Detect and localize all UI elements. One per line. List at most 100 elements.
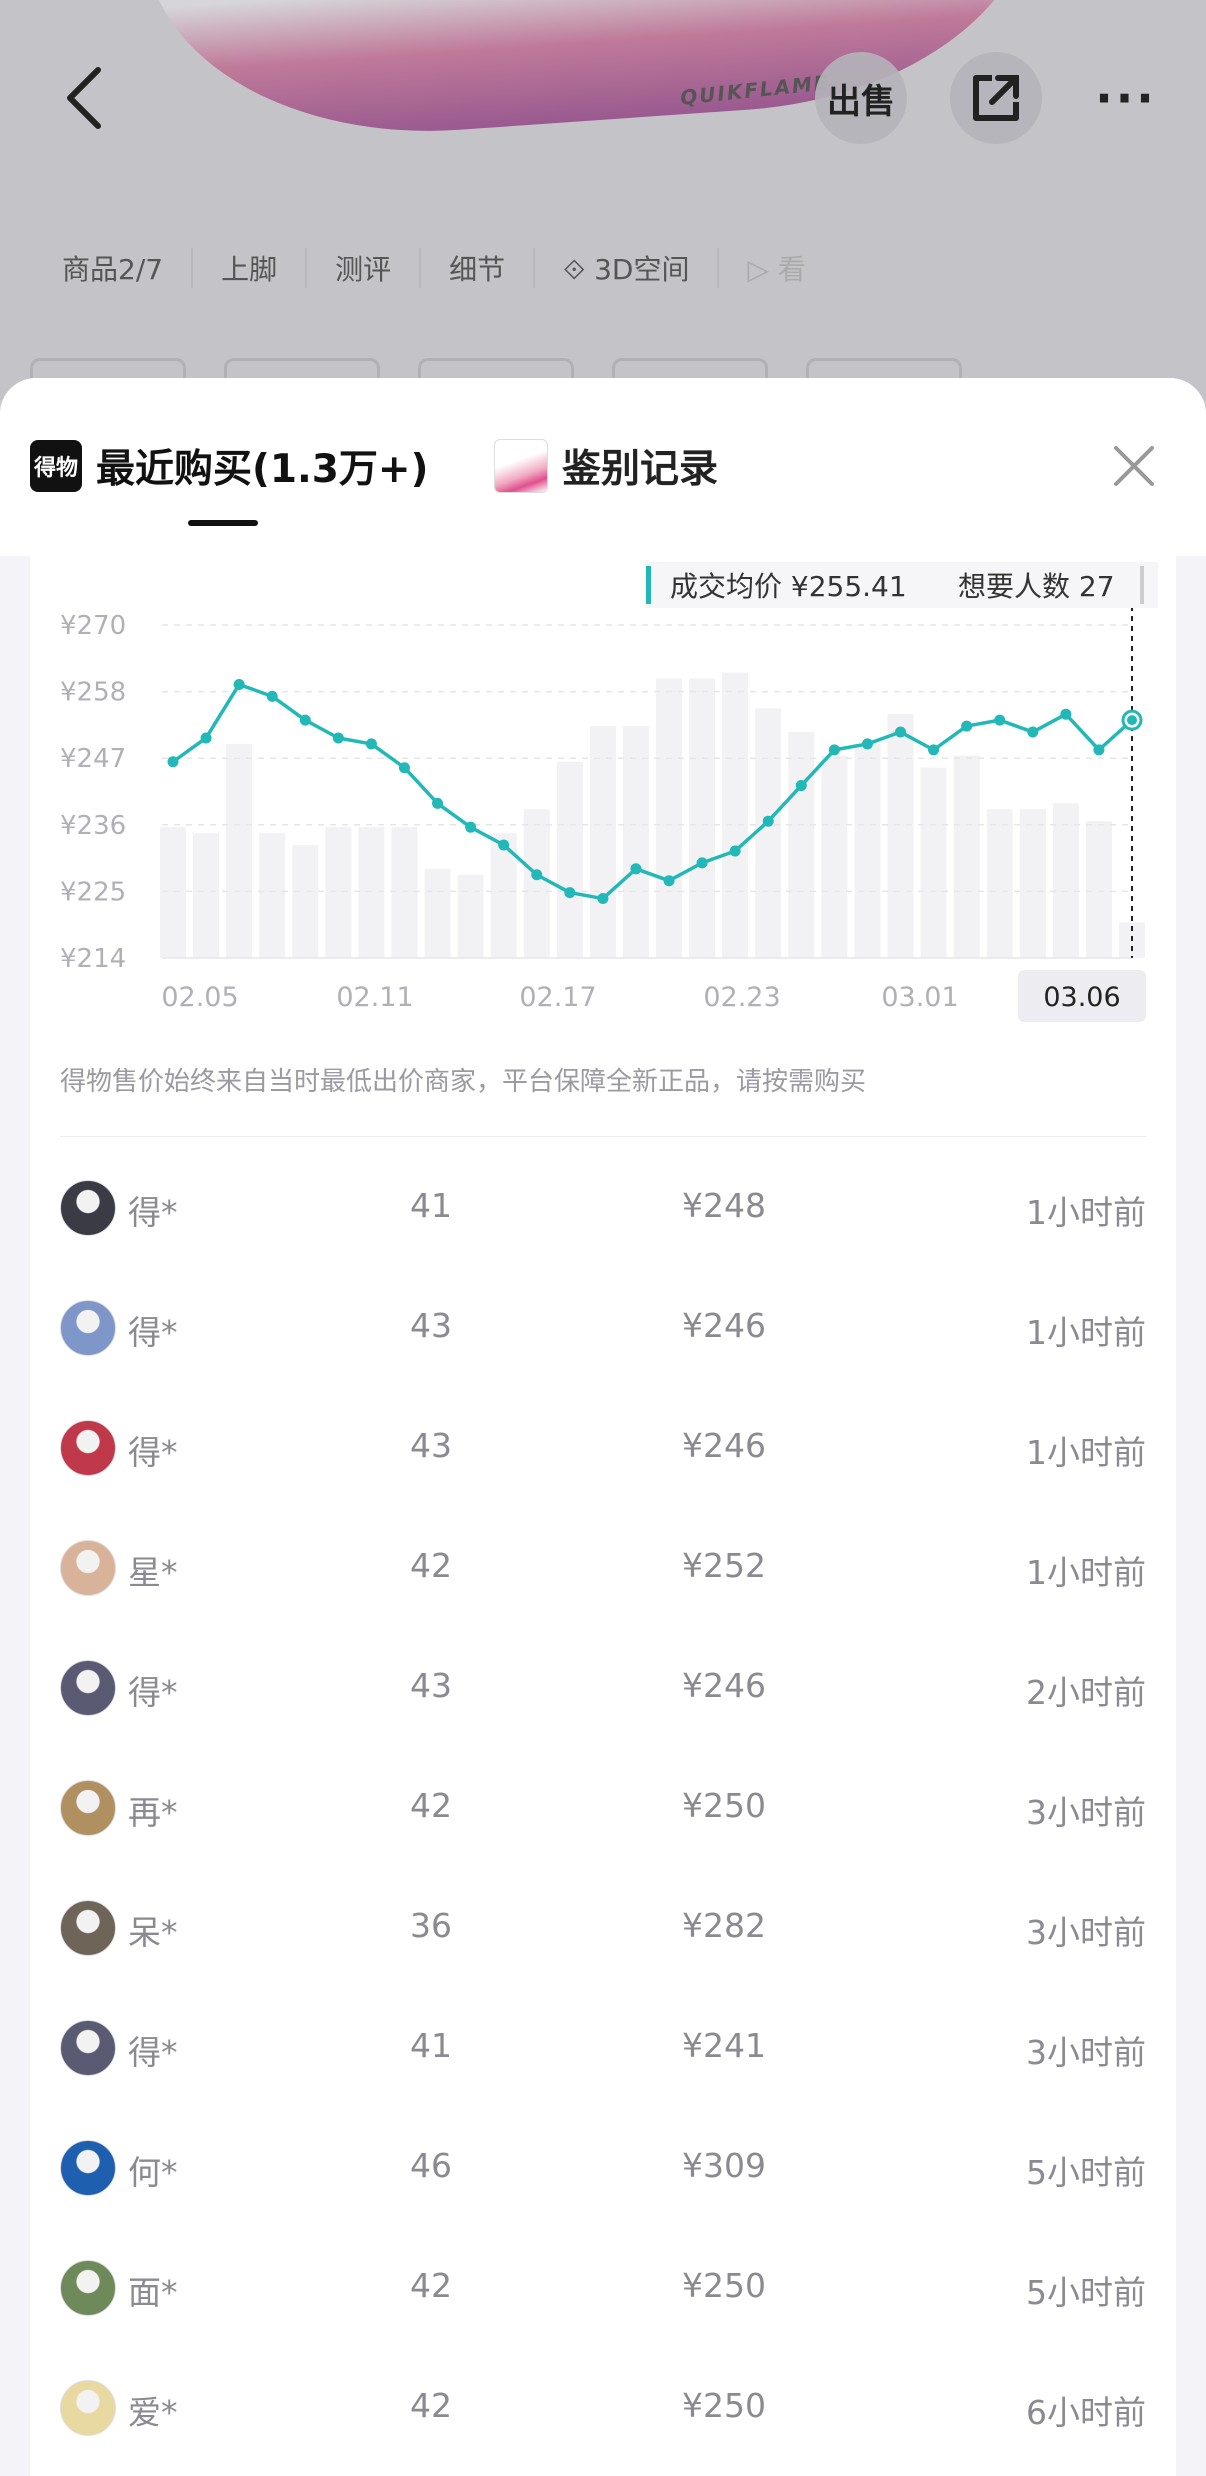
shoe-size: 43 xyxy=(410,1426,452,1465)
volume-bar xyxy=(160,827,186,958)
purchase-records-list: 得* 41 ¥248 1小时前 得* 43 ¥246 1小时前 得* 43 ¥246 1小时前 星* 42… xyxy=(30,1148,1176,2468)
price-point xyxy=(365,738,377,750)
y-tick-label: ¥236 xyxy=(60,811,126,841)
price-point xyxy=(630,863,642,875)
buyer-name: 得* xyxy=(128,1673,178,1712)
deal-price: ¥282 xyxy=(682,1906,766,1945)
y-tick-label: ¥214 xyxy=(60,944,126,974)
volume-bar xyxy=(854,743,881,958)
tab-recent-purchases[interactable]: 得物 最近购买(1.3万+) xyxy=(30,438,428,494)
buyer-name: 得* xyxy=(128,1433,178,1472)
tooltip-want-count: 想要人数 27 xyxy=(958,570,1115,603)
price-point xyxy=(1027,726,1039,738)
media-tab-product[interactable]: 商品2/7 xyxy=(62,253,164,286)
price-point xyxy=(895,726,907,738)
share-icon xyxy=(973,75,1019,121)
shoe-size: 42 xyxy=(410,2266,452,2305)
volume-bar xyxy=(788,732,815,958)
x-tick-label-selected: 03.06 xyxy=(1043,982,1120,1013)
volume-bar xyxy=(821,755,848,958)
more-button[interactable]: ··· xyxy=(1080,52,1172,144)
volume-bar xyxy=(755,708,782,958)
deal-price: ¥246 xyxy=(682,1306,766,1345)
product-backdrop: QUIKFLAME 出售 ··· 商品2/7 上脚 测评 细节 ⟐ 3D空间 ▷… xyxy=(0,0,1206,400)
buyer-name: 再* xyxy=(128,1793,178,1832)
price-point xyxy=(597,893,609,905)
buyer-name: 星* xyxy=(128,1553,178,1592)
dewu-logo-icon: 得物 xyxy=(30,440,82,492)
shoe-thumbnail-icon xyxy=(494,439,548,493)
back-button[interactable] xyxy=(38,52,130,144)
active-tab-indicator xyxy=(188,520,258,526)
purchase-record-row: 爱* 42 ¥250 6小时前 xyxy=(30,2348,1176,2468)
sheet-header: 得物 最近购买(1.3万+) 鉴别记录 xyxy=(0,378,1206,556)
media-tab-wear[interactable]: 上脚 xyxy=(191,248,305,288)
divider xyxy=(60,1136,1146,1137)
user-avatar xyxy=(60,1900,116,1956)
shoe-size: 46 xyxy=(410,2146,452,2185)
volume-bar xyxy=(1085,821,1112,958)
buyer-name: 面* xyxy=(128,2273,178,2312)
deal-time: 6小时前 xyxy=(1026,2393,1146,2432)
tab-authentication-records[interactable]: 鉴别记录 xyxy=(494,438,718,494)
price-point xyxy=(696,857,708,869)
product-image xyxy=(142,0,1048,151)
price-point xyxy=(961,720,973,732)
shoe-size: 42 xyxy=(410,1786,452,1825)
purchase-record-row: 何* 46 ¥309 5小时前 xyxy=(30,2108,1176,2228)
price-point xyxy=(332,732,344,744)
y-tick-label: ¥247 xyxy=(60,744,126,774)
deal-time: 1小时前 xyxy=(1026,1313,1146,1352)
price-trend-chart: ¥270 ¥258 ¥247 ¥236 ¥225 ¥214 02.05 02.11 02.17 0… xyxy=(60,562,1158,1022)
volume-bar xyxy=(193,833,220,958)
media-tab-detail[interactable]: 细节 xyxy=(419,248,533,288)
volume-bar xyxy=(556,761,583,958)
media-tab-video[interactable]: ▷ 看 xyxy=(717,248,833,288)
volume-bar xyxy=(986,809,1013,958)
user-avatar xyxy=(60,1660,116,1716)
purchase-record-row: 得* 43 ¥246 1小时前 xyxy=(30,1388,1176,1508)
volume-bar xyxy=(589,726,616,958)
price-point xyxy=(498,839,510,851)
shoe-size: 41 xyxy=(410,1186,452,1225)
sell-button[interactable]: 出售 xyxy=(815,52,907,144)
tooltip-edge xyxy=(1140,566,1144,604)
purchase-record-row: 得* 41 ¥241 3小时前 xyxy=(30,1988,1176,2108)
purchase-record-row: 得* 41 ¥248 1小时前 xyxy=(30,1148,1176,1268)
purchase-record-row: 面* 42 ¥250 5小时前 xyxy=(30,2228,1176,2348)
price-point xyxy=(233,678,245,690)
volume-bar xyxy=(226,743,253,958)
volume-bar xyxy=(391,827,418,958)
close-button[interactable] xyxy=(1110,442,1158,490)
user-avatar xyxy=(60,1180,116,1236)
more-dots-icon: ··· xyxy=(1095,71,1157,125)
deal-time: 1小时前 xyxy=(1026,1193,1146,1232)
y-tick-label: ¥225 xyxy=(60,877,126,907)
price-point xyxy=(299,714,311,726)
volume-bar xyxy=(689,678,716,958)
buyer-name: 得* xyxy=(128,1313,178,1352)
share-button[interactable] xyxy=(950,52,1042,144)
volume-bar xyxy=(953,755,980,958)
volume-bar xyxy=(622,726,649,958)
volume-bar xyxy=(358,827,385,958)
volume-bar xyxy=(1052,803,1079,958)
volume-bar xyxy=(424,868,451,958)
media-tab-3d[interactable]: ⟐ 3D空间 xyxy=(533,248,717,288)
user-avatar xyxy=(60,2380,116,2436)
deal-price: ¥241 xyxy=(682,2026,766,2065)
deal-price: ¥250 xyxy=(682,2266,766,2305)
price-disclaimer: 得物售价始终来自当时最低出价商家，平台保障全新正品，请按需购买 xyxy=(60,1067,867,1097)
user-avatar xyxy=(60,1540,116,1596)
y-tick-label: ¥258 xyxy=(60,678,126,708)
deal-time: 3小时前 xyxy=(1026,2033,1146,2072)
x-tick-label: 02.23 xyxy=(703,982,780,1013)
volume-bar xyxy=(1019,809,1046,958)
selected-point-core xyxy=(1127,715,1137,726)
deal-price: ¥248 xyxy=(682,1186,766,1225)
price-point xyxy=(729,845,741,857)
media-tab-review[interactable]: 测评 xyxy=(305,248,419,288)
user-avatar xyxy=(60,1420,116,1476)
price-point xyxy=(200,732,212,744)
tab-recent-label: 最近购买(1.3万+) xyxy=(96,447,429,492)
